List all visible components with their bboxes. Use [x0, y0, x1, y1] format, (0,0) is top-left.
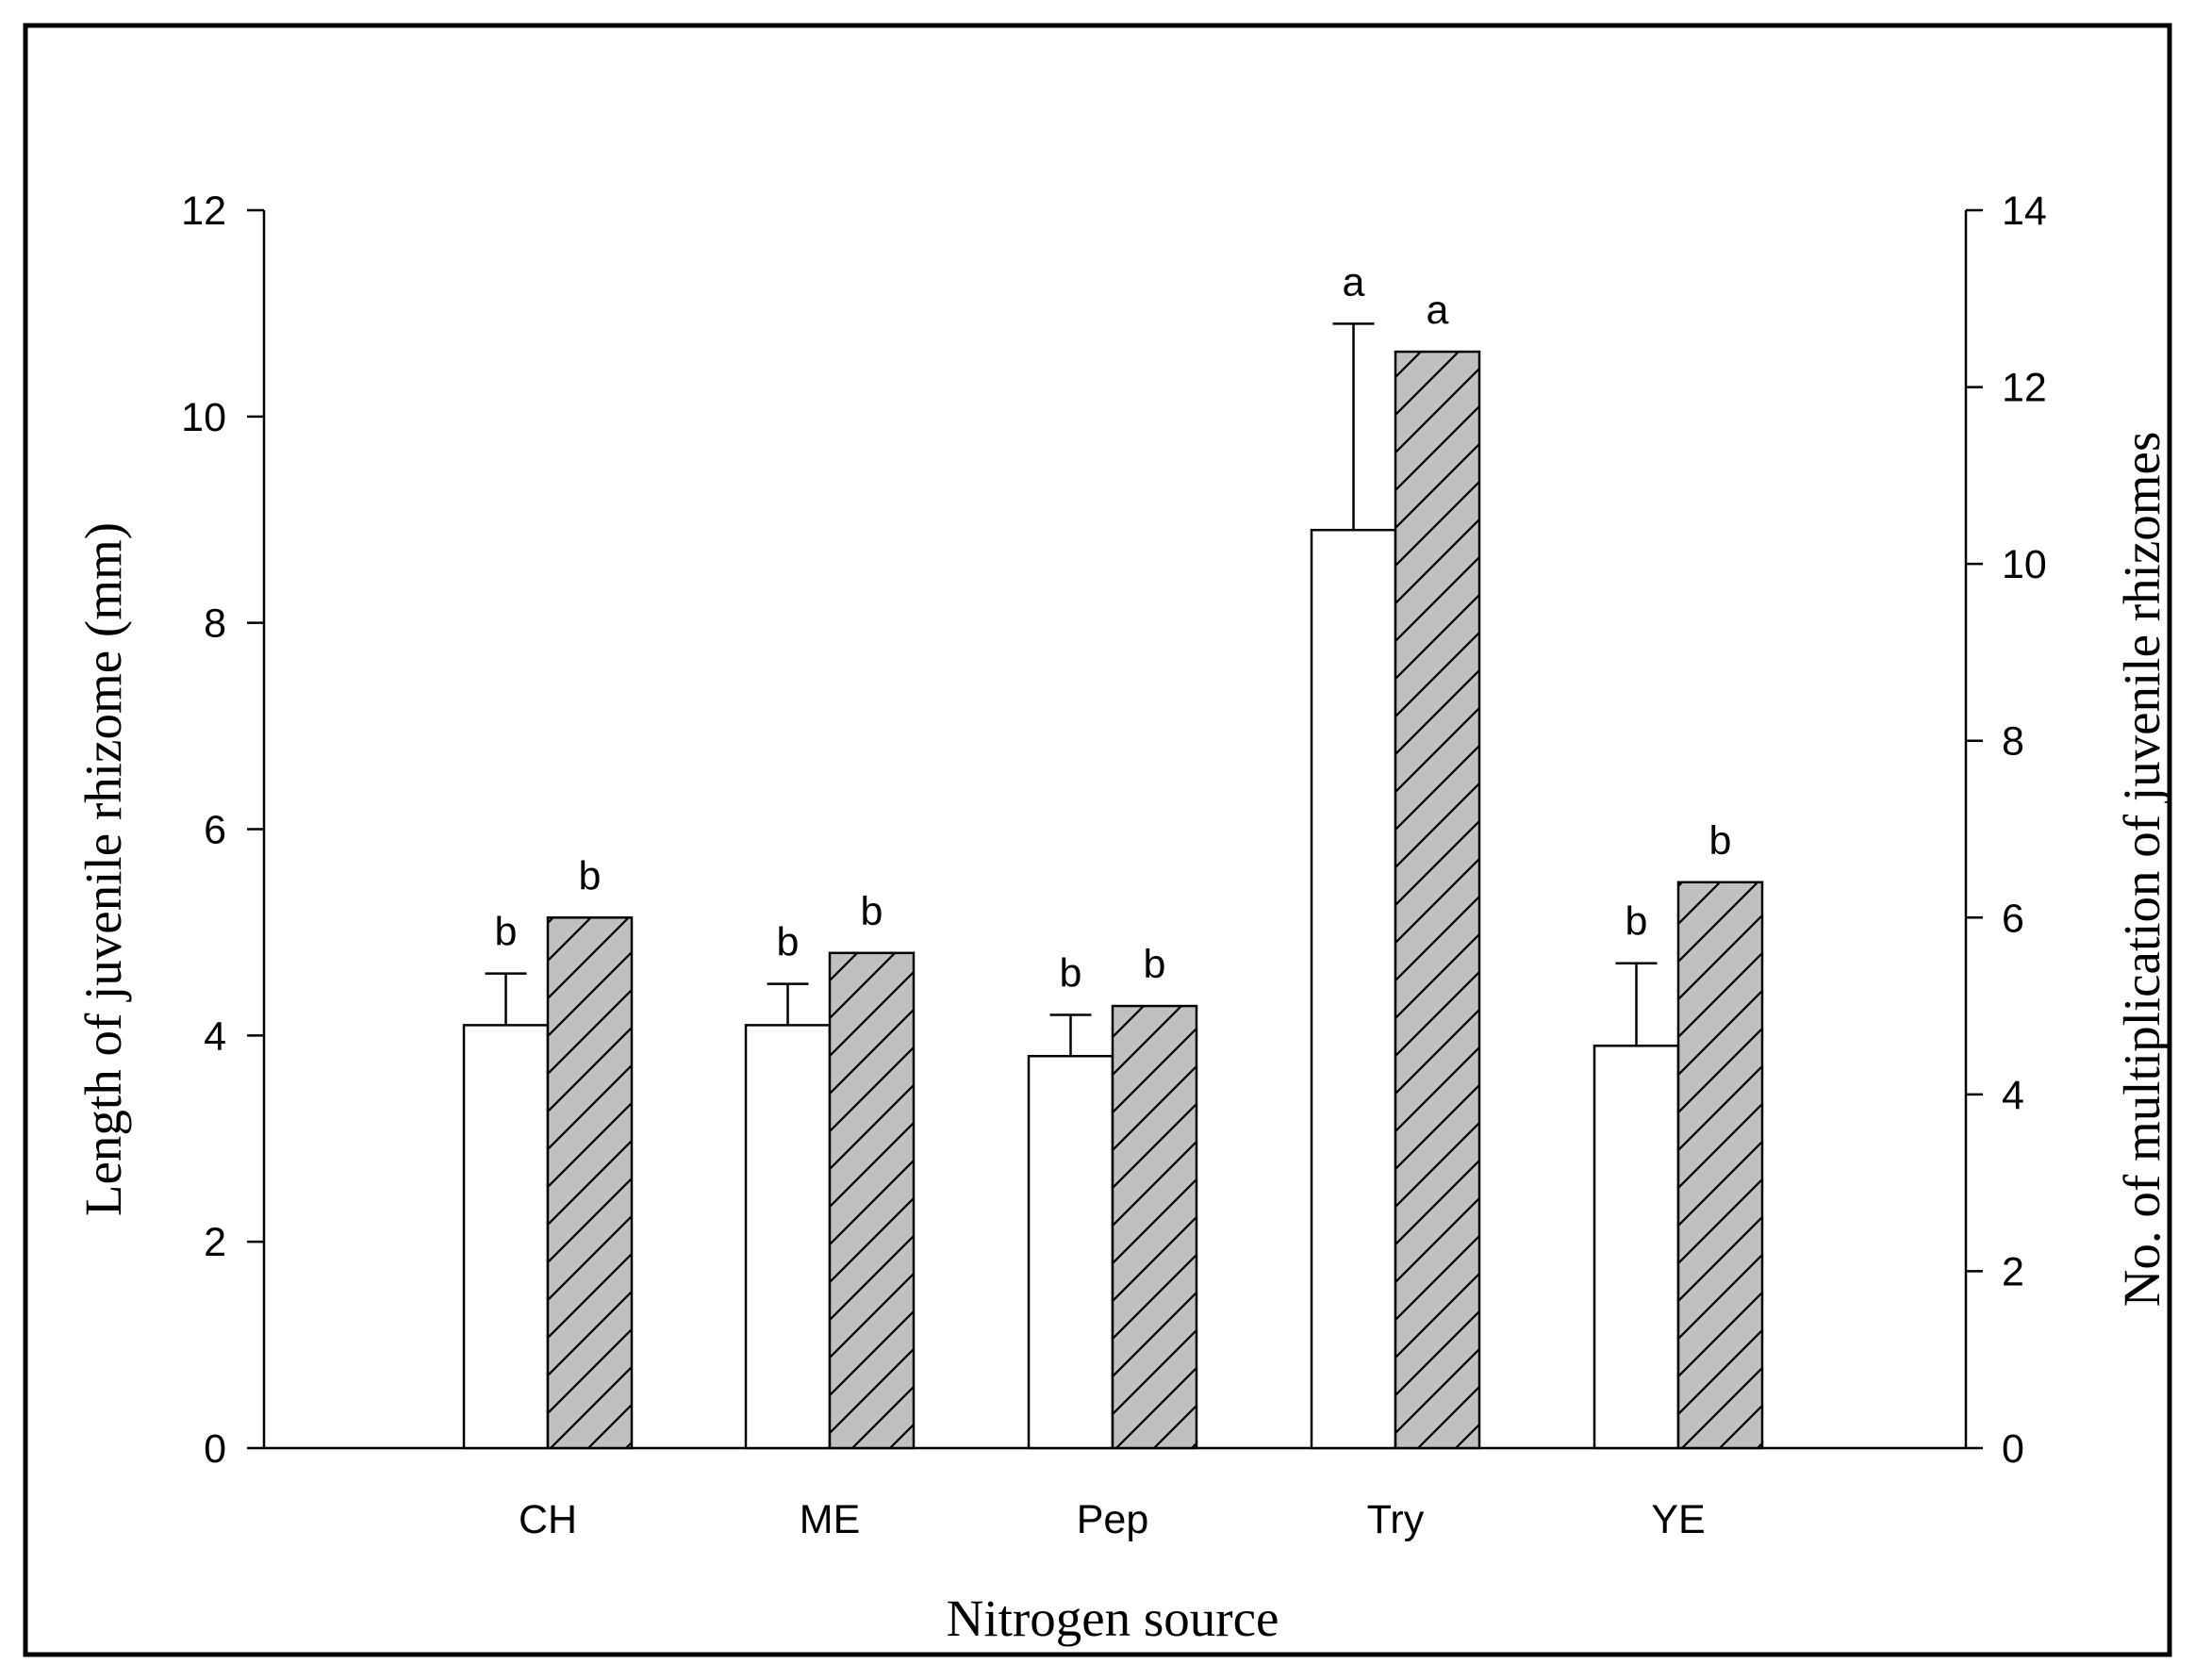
y-tick-label: 10	[181, 395, 226, 440]
plot-area: 0 2 4 6 8 10 12 0 2 4 6 8 10 12 14 CH b b ME b b Pep b b Try a a YE…	[181, 189, 2047, 1542]
y2-tick-label: 6	[2002, 896, 2024, 941]
bar-multiplication	[546, 916, 634, 1450]
x-tick-label: Try	[1367, 1497, 1425, 1542]
y-axis-title: Length of juvenile rhizome (mm)	[74, 522, 132, 1216]
sig-label: b	[579, 853, 602, 898]
sig-label: a	[1427, 288, 1449, 333]
sig-label: b	[777, 920, 800, 965]
sig-label: b	[1144, 942, 1166, 987]
sig-label: b	[861, 889, 883, 934]
bar-length	[462, 1024, 550, 1450]
y2-tick-label: 8	[2002, 719, 2024, 765]
y2-tick-label: 12	[2002, 366, 2047, 411]
bar-multiplication	[1111, 1004, 1198, 1450]
bar-multiplication	[1394, 350, 1481, 1450]
bar-multiplication	[828, 951, 916, 1450]
y2-tick-label: 0	[2002, 1426, 2024, 1472]
bar-multiplication	[1676, 881, 1764, 1450]
x-tick-label: ME	[800, 1497, 861, 1542]
y2-axis-title: No. of multiplication of juvenile rhizom…	[2113, 432, 2170, 1308]
y-tick-label: 6	[204, 808, 226, 853]
y-tick-label: 2	[204, 1220, 226, 1265]
sig-label: a	[1343, 259, 1365, 305]
x-tick-label: CH	[519, 1497, 577, 1542]
x-tick-label: YE	[1651, 1497, 1705, 1542]
y-tick-label: 0	[204, 1426, 226, 1472]
y2-tick-label: 14	[2002, 189, 2047, 234]
y-tick-label: 4	[204, 1013, 226, 1059]
y2-tick-label: 10	[2002, 542, 2047, 587]
bar-length	[744, 1024, 832, 1450]
y-tick-label: 12	[181, 189, 226, 234]
y2-tick-label: 2	[2002, 1249, 2024, 1294]
x-axis-title: Nitrogen source	[947, 1589, 1279, 1647]
bar-length	[1593, 1045, 1680, 1450]
bar-length	[1027, 1054, 1114, 1450]
sig-label: b	[495, 910, 518, 955]
bar-length	[1310, 528, 1397, 1450]
x-tick-label: Pep	[1077, 1497, 1149, 1542]
sig-label: b	[1060, 950, 1082, 996]
y-tick-label: 8	[204, 601, 226, 647]
sig-label: b	[1626, 899, 1648, 945]
y2-tick-label: 4	[2002, 1073, 2024, 1118]
sig-label: b	[1709, 818, 1732, 864]
